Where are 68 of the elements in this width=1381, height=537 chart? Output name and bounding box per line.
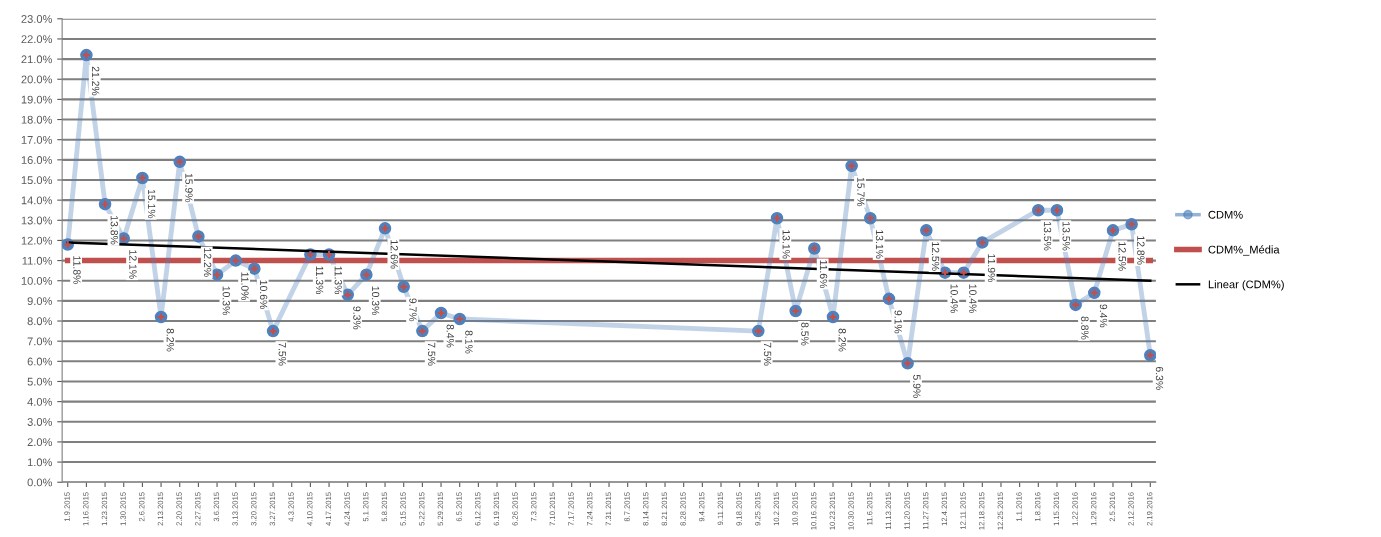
y-tick-label: 11.0% [22,256,53,265]
legend-label: CDM%_Média [1208,245,1280,256]
data-label: 7.5% [427,342,436,366]
y-tick-label: 2.0% [27,438,53,447]
data-label: 8.5% [801,322,809,346]
y-tick-label: 13.0% [21,216,53,225]
y-tick-label: 23.0% [21,15,53,23]
data-label: 15.9% [185,173,193,203]
data-label: 8.2% [838,328,846,352]
data-label: 5.9% [913,374,921,398]
data-label: 12.5% [1118,242,1126,271]
legend-label: Linear (CDM%) [1208,280,1284,291]
y-tick-label: 14.0% [21,196,53,205]
y-tick-label: 1.0% [27,458,53,467]
y-tick-label: 12.0% [21,236,53,245]
y-tick-label: 20.0% [21,75,53,84]
y-tick-label: 4.0% [27,397,53,406]
y-tick-label: 22.0% [21,35,53,44]
data-label: 13.5% [1043,222,1052,251]
data-label: 10.3% [222,286,230,315]
data-label: 9.7% [409,298,417,322]
y-tick-label: 0.0% [27,478,53,487]
y-tick-label: 7.0% [27,337,53,346]
data-label: 11.0% [241,272,249,301]
legend-label: CDM% [1208,210,1243,219]
data-label: 10.4% [950,284,958,313]
data-label: 10.3% [371,286,380,315]
data-label: 11.3% [315,266,324,295]
data-label: 8.1% [465,330,473,354]
y-tick-label: 16.0% [21,156,53,164]
data-label: 9.1% [894,310,902,334]
y-tick-label: 17.0% [21,135,53,144]
data-label: 10.6% [259,280,268,309]
y-tick-label: 9.0% [27,297,53,306]
data-label: 13.5% [1062,222,1070,251]
y-tick-label: 18.0% [21,115,53,124]
y-tick-label: 3.0% [27,418,53,426]
data-label: 8.4% [446,324,454,348]
data-label: 12.1% [129,250,137,279]
data-label: 11.8% [73,256,81,284]
y-tick-label: 19.0% [21,95,53,104]
data-label: 13.8% [110,216,118,245]
y-tick-label: 5.0% [27,377,53,386]
data-label: 12.8% [1137,236,1145,265]
y-tick-label: 10.0% [21,277,53,285]
data-label: 10.4% [969,284,977,313]
data-label: 8.2% [166,328,174,352]
data-label: 13.1% [875,230,884,259]
y-tick-label: 8.0% [27,317,53,326]
data-label: 6.3% [1155,366,1164,390]
data-label: 7.5% [763,342,772,366]
data-label: 11.3% [334,266,342,295]
data-label: 21.2% [91,66,100,96]
data-label: 8.8% [1081,316,1089,340]
data-label: 11.9% [987,254,996,282]
data-label: 11.6% [819,260,828,288]
data-label: 7.5% [278,342,286,366]
data-label: 12.6% [390,240,398,269]
y-tick-label: 21.0% [21,55,53,64]
data-label: 13.1% [782,230,790,259]
data-label: 9.4% [1099,304,1108,328]
data-label: 9.3% [353,306,361,330]
data-label: 12.5% [931,242,940,271]
y-tick-label: 6.0% [27,357,53,366]
data-label: 15.1% [147,189,156,219]
y-tick-label: 15.0% [21,176,53,185]
data-label: 15.7% [857,177,865,207]
data-label: 12.2% [203,248,212,277]
